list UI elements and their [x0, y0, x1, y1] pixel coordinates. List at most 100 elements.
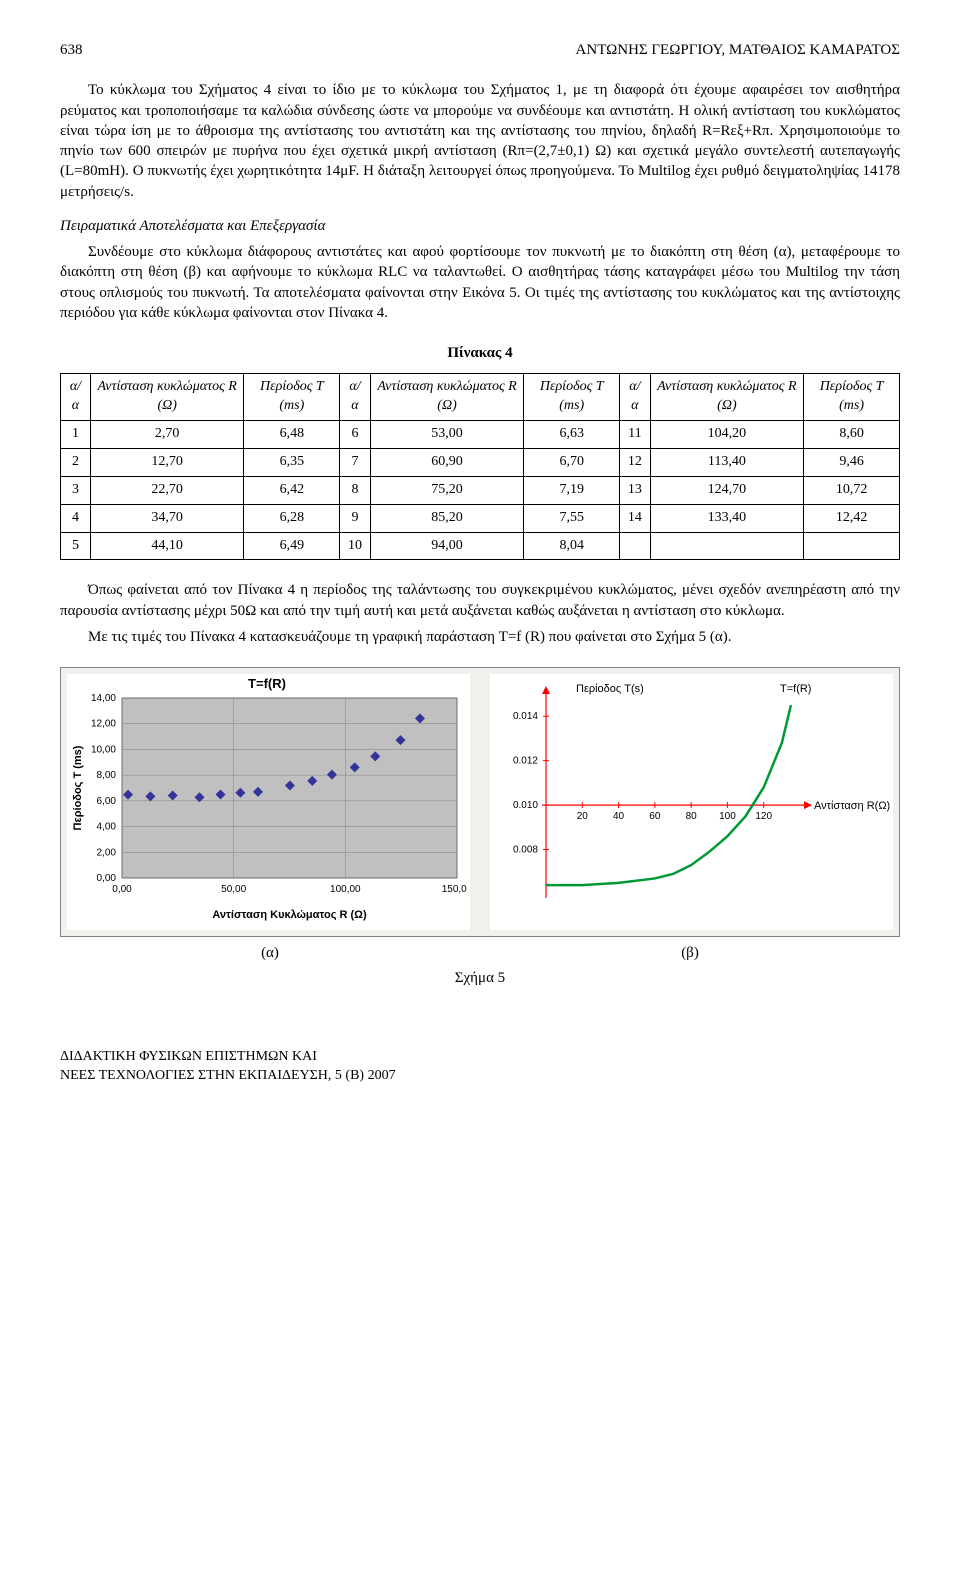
table-cell: 34,70	[90, 504, 244, 532]
svg-text:12,00: 12,00	[91, 719, 116, 730]
table-cell: 22,70	[90, 476, 244, 504]
table-4: α/α Αντίσταση κυκλώματος R (Ω) Περίοδος …	[60, 373, 900, 560]
table-cell: 1	[61, 421, 91, 449]
footer-line-1: ΔΙΔΑΚΤΙΚΗ ΦΥΣΙΚΩΝ ΕΠΙΣΤΗΜΩΝ ΚΑΙ	[60, 1048, 900, 1067]
svg-text:T=f(R): T=f(R)	[780, 683, 811, 695]
table-cell: 6,49	[244, 532, 340, 560]
svg-text:0.014: 0.014	[513, 711, 538, 722]
table-cell: 113,40	[650, 448, 804, 476]
table-cell: 6,28	[244, 504, 340, 532]
paragraph-2: Συνδέουμε στο κύκλωμα διάφορους αντιστάτ…	[60, 242, 900, 323]
chart-left: T=f(R) 0,00 50,00 100,00 150,00 0,00 2,00 4,00 6…	[67, 674, 470, 930]
table-cell: 7,55	[524, 504, 620, 532]
fig-caption: Σχήμα 5	[60, 968, 900, 988]
table-cell: 6	[340, 421, 371, 449]
svg-text:100: 100	[719, 811, 736, 822]
table-cell: 12	[620, 448, 651, 476]
charts-row: T=f(R) 0,00 50,00 100,00 150,00 0,00 2,00 4,00 6…	[60, 667, 900, 937]
svg-text:80: 80	[686, 811, 698, 822]
svg-text:Αντίσταση Κυκλώματος R (Ω): Αντίσταση Κυκλώματος R (Ω)	[212, 909, 367, 921]
table-cell: 53,00	[370, 421, 524, 449]
table-cell: 6,42	[244, 476, 340, 504]
chart-left-svg: T=f(R) 0,00 50,00 100,00 150,00 0,00 2,00 4,00 6…	[67, 674, 467, 924]
svg-text:8,00: 8,00	[97, 770, 117, 781]
svg-text:10,00: 10,00	[91, 745, 116, 756]
svg-text:4,00: 4,00	[97, 822, 117, 833]
table-cell: 12,42	[804, 504, 900, 532]
th-aa-1: α/α	[61, 374, 91, 421]
paragraph-1: Το κύκλωμα του Σχήματος 4 είναι το ίδιο …	[60, 80, 900, 202]
paragraph-4: Με τις τιμές του Πίνακα 4 κατασκευάζουμε…	[60, 627, 900, 647]
svg-text:20: 20	[577, 811, 589, 822]
table-cell: 6,35	[244, 448, 340, 476]
table-cell: 11	[620, 421, 651, 449]
svg-text:2,00: 2,00	[97, 848, 117, 859]
section-title: Πειραματικά Αποτελέσματα και Επεξεργασία	[60, 216, 900, 236]
table-row: 12,706,48653,006,6311104,208,60	[61, 421, 900, 449]
table-cell: 13	[620, 476, 651, 504]
svg-text:6,00: 6,00	[97, 796, 117, 807]
paragraph-3: Όπως φαίνεται από τον Πίνακα 4 η περίοδο…	[60, 580, 900, 621]
svg-text:0,00: 0,00	[112, 884, 132, 895]
svg-text:0.008: 0.008	[513, 845, 538, 856]
table-cell: 124,70	[650, 476, 804, 504]
th-T-2: Περίοδος Τ (ms)	[524, 374, 620, 421]
table-cell: 5	[61, 532, 91, 560]
table-cell: 60,90	[370, 448, 524, 476]
table-cell: 9	[340, 504, 371, 532]
table-cell: 8,04	[524, 532, 620, 560]
svg-text:50,00: 50,00	[221, 884, 246, 895]
table-cell: 6,63	[524, 421, 620, 449]
authors: ΑΝΤΩΝΗΣ ΓΕΩΡΓΙΟΥ, ΜΑΤΘΑΙΟΣ ΚΑΜΑΡΑΤΟΣ	[576, 40, 900, 60]
table-cell: 10	[340, 532, 371, 560]
table-row: 434,706,28985,207,5514133,4012,42	[61, 504, 900, 532]
chart-right-svg: 204060801001200.0080.0100.0120.014Περίοδ…	[490, 674, 890, 924]
svg-text:150,00: 150,00	[442, 884, 467, 895]
svg-text:14,00: 14,00	[91, 693, 116, 704]
table-cell: 2,70	[90, 421, 244, 449]
svg-text:Περίοδος Τ (ms): Περίοδος Τ (ms)	[72, 745, 84, 830]
th-R-2: Αντίσταση κυκλώματος R (Ω)	[370, 374, 524, 421]
table-row: 322,706,42875,207,1913124,7010,72	[61, 476, 900, 504]
table-cell: 4	[61, 504, 91, 532]
table-cell	[650, 532, 804, 560]
svg-text:Περίοδος T(s): Περίοδος T(s)	[576, 683, 644, 695]
th-R-3: Αντίσταση κυκλώματος R (Ω)	[650, 374, 804, 421]
table-cell: 133,40	[650, 504, 804, 532]
svg-text:T=f(R): T=f(R)	[248, 676, 286, 691]
table-cell: 6,70	[524, 448, 620, 476]
table-cell	[620, 532, 651, 560]
th-T-1: Περίοδος Τ (ms)	[244, 374, 340, 421]
svg-text:0,00: 0,00	[97, 873, 117, 884]
table-cell: 8	[340, 476, 371, 504]
chart-right: 204060801001200.0080.0100.0120.014Περίοδ…	[490, 674, 893, 930]
table-cell: 12,70	[90, 448, 244, 476]
ab-row: (α) (β)	[60, 943, 900, 963]
svg-text:100,00: 100,00	[330, 884, 361, 895]
table-row: 212,706,35760,906,7012113,409,46	[61, 448, 900, 476]
th-aa-3: α/α	[620, 374, 651, 421]
svg-text:0.010: 0.010	[513, 800, 538, 811]
svg-text:60: 60	[649, 811, 661, 822]
page-number: 638	[60, 40, 83, 60]
table-cell: 14	[620, 504, 651, 532]
table-cell: 7,19	[524, 476, 620, 504]
svg-text:40: 40	[613, 811, 625, 822]
table-cell: 2	[61, 448, 91, 476]
table-cell: 6,48	[244, 421, 340, 449]
table-cell: 7	[340, 448, 371, 476]
table-cell: 10,72	[804, 476, 900, 504]
svg-text:120: 120	[755, 811, 772, 822]
table-cell: 44,10	[90, 532, 244, 560]
th-T-3: Περίοδος T (ms)	[804, 374, 900, 421]
table-cell: 8,60	[804, 421, 900, 449]
table-cell: 3	[61, 476, 91, 504]
table-row: 544,106,491094,008,04	[61, 532, 900, 560]
label-a: (α)	[60, 943, 480, 963]
footer-line-2: ΝΕΕΣ ΤΕΧΝΟΛΟΓΙΕΣ ΣΤΗΝ ΕΚΠΑΙΔΕΥΣΗ, 5 (Β) …	[60, 1067, 900, 1086]
table-cell: 104,20	[650, 421, 804, 449]
table-cell: 75,20	[370, 476, 524, 504]
table-cell: 9,46	[804, 448, 900, 476]
footer: ΔΙΔΑΚΤΙΚΗ ΦΥΣΙΚΩΝ ΕΠΙΣΤΗΜΩΝ ΚΑΙ ΝΕΕΣ ΤΕΧ…	[60, 1048, 900, 1086]
th-aa-2: α/α	[340, 374, 371, 421]
